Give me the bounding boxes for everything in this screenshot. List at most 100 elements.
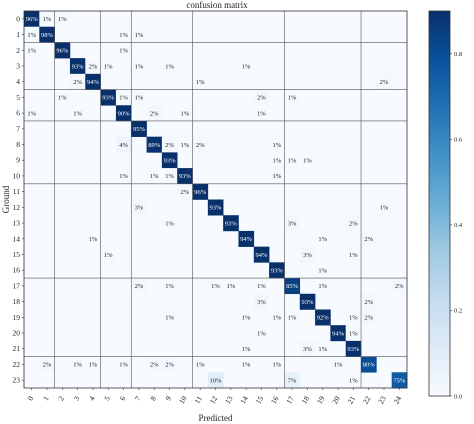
heatmap-cell	[177, 168, 193, 185]
heatmap-cell	[54, 42, 71, 59]
cell-label: 1%	[196, 79, 205, 86]
cell-label: 1%	[73, 362, 82, 369]
cell-label: 1%	[380, 205, 389, 212]
heatmap-cell	[269, 136, 285, 153]
heatmap-cell	[238, 58, 255, 75]
cell-label: 93%	[102, 95, 115, 102]
cell-label: 1%	[73, 110, 82, 117]
cell-label: 1%	[135, 95, 144, 102]
x-tick-label: 13	[223, 394, 235, 405]
heatmap-cell	[345, 215, 362, 232]
cell-label: 3%	[135, 205, 144, 212]
cell-label: 75%	[393, 377, 406, 384]
cell-label: 1%	[58, 95, 67, 102]
cell-label: 1%	[135, 63, 144, 70]
cell-label: 2%	[73, 79, 82, 86]
cell-label: 1%	[165, 283, 174, 290]
cell-label: 2%	[165, 362, 174, 369]
heatmap-cell	[192, 136, 209, 153]
heatmap-cell	[24, 11, 40, 28]
cell-label: 1%	[226, 283, 235, 290]
cell-label: 2%	[364, 236, 373, 243]
cell-label: 1%	[104, 63, 113, 70]
cell-label: 92%	[317, 315, 330, 322]
cell-label: 1%	[318, 236, 327, 243]
cell-label: 2%	[165, 142, 174, 149]
heatmap-cell	[253, 89, 270, 106]
cell-label: 1%	[349, 377, 358, 384]
cell-label: 93%	[347, 346, 360, 353]
cell-label: 1%	[165, 173, 174, 180]
heatmap-cell	[223, 215, 239, 232]
heatmap-cell	[269, 356, 285, 373]
cell-label: 1%	[58, 16, 67, 23]
heatmap-cell	[100, 246, 117, 263]
x-tick-label: 0	[26, 394, 36, 402]
x-tick-label: 4	[87, 394, 97, 402]
cell-label: 94%	[87, 79, 100, 86]
heatmap-grid: 96% 1% 1% 1% 98% 1% 1% 1% 96% 1% 93% 2% 1% 1% 1% 1% 2% 94…	[24, 11, 408, 389]
x-tick-label: 9	[164, 394, 174, 402]
cell-label: 96%	[26, 16, 39, 23]
cell-label: 1%	[242, 346, 251, 353]
heatmap-cell	[299, 293, 316, 310]
y-tick-label: 6	[16, 109, 20, 118]
cell-label: 1%	[288, 158, 297, 165]
x-tick-label: 20	[330, 394, 342, 405]
x-tick-label: 19	[315, 394, 327, 405]
heatmap-cell	[146, 168, 163, 185]
cell-label: 1%	[318, 283, 327, 290]
y-tick-label: 10	[13, 171, 21, 180]
y-axis-label: Ground	[1, 185, 11, 213]
heatmap-cell	[69, 105, 86, 122]
cell-label: 98%	[41, 32, 54, 39]
y-tick-label: 2	[16, 46, 20, 55]
cell-label: 1%	[150, 173, 159, 180]
cell-label: 1%	[119, 48, 128, 55]
cell-label: 1%	[334, 362, 343, 369]
heatmap-cell	[391, 278, 408, 295]
heatmap-cell	[253, 278, 270, 295]
heatmap-cell	[177, 105, 193, 122]
cell-label: 3%	[303, 346, 312, 353]
heatmap-cell	[161, 58, 178, 75]
cell-label: 90%	[118, 110, 131, 117]
heatmap-cell	[85, 58, 101, 75]
heatmap-cell	[69, 58, 86, 75]
heatmap-cell	[269, 168, 285, 185]
cell-label: 2%	[196, 142, 205, 149]
cell-label: 89%	[148, 142, 161, 149]
cell-label: 1%	[211, 283, 220, 290]
heatmap-cell	[39, 356, 55, 373]
heatmap-cell	[345, 340, 362, 357]
heatmap-cell	[85, 73, 101, 90]
cell-label: 96%	[194, 189, 207, 196]
cell-label: 1%	[89, 362, 98, 369]
heatmap-cell	[177, 183, 193, 200]
heatmap-cell	[376, 199, 392, 216]
y-tick-label: 9	[16, 156, 20, 165]
cell-label: 1%	[349, 330, 358, 337]
cell-label: 1%	[135, 32, 144, 39]
heatmap-cell	[345, 372, 362, 389]
heatmap-cell	[85, 230, 101, 247]
y-tick-label: 14	[13, 234, 21, 243]
cell-label: 3%	[303, 252, 312, 259]
x-tick-label: 5	[102, 394, 112, 402]
x-tick-label: 21	[346, 394, 358, 405]
cell-label: 1%	[196, 362, 205, 369]
heatmap-cell	[207, 372, 224, 389]
cell-label: 2%	[380, 79, 389, 86]
colorbar-tick-labels: 0.0 0.2 0.4 0.6 0.8	[450, 51, 463, 400]
heatmap-cell	[85, 356, 101, 373]
colorbar-tick-label: 0.2	[454, 308, 462, 315]
cell-label: 1%	[242, 63, 251, 70]
heatmap-cell	[161, 136, 178, 153]
cell-label: 1%	[272, 362, 281, 369]
heatmap-cell	[284, 309, 301, 326]
colorbar-tick-label: 0.8	[454, 51, 462, 58]
cell-label: 2%	[395, 283, 404, 290]
colorbar-tick-label: 0.0	[454, 393, 462, 400]
heatmap-cell	[361, 356, 377, 373]
